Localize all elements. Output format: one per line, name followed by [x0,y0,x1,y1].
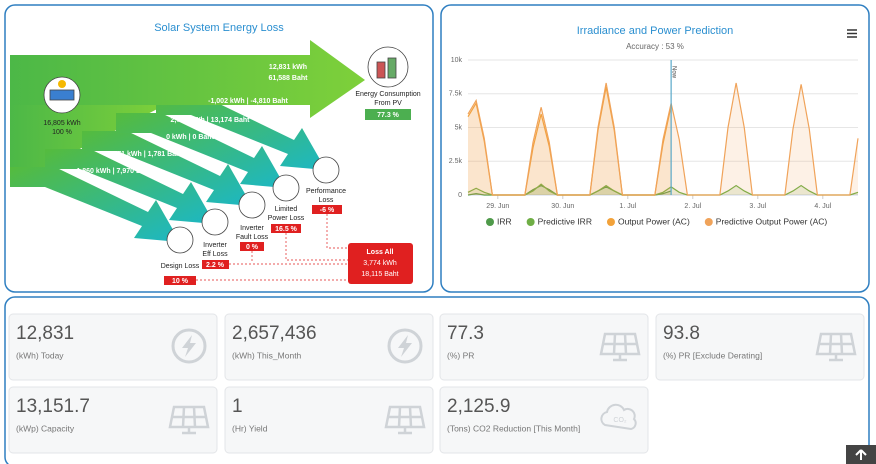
flow-label: 2,745 kWh | 13,174 Baht [171,117,251,124]
kpi-card [224,313,434,381]
loss-percent: 16.5 % [275,226,298,233]
legend-label: Predictive IRR [538,216,592,226]
loss-label: Loss [319,197,334,204]
panel [440,4,870,293]
legend-label: IRR [497,216,512,226]
sankey-flows [10,40,365,242]
kpi-card [655,313,865,381]
kpi-label: (%) PR [447,350,474,360]
consumption-label: From PV [374,100,402,107]
loss-label: Inverter [240,225,264,232]
loss-label: Power Loss [268,215,305,222]
x-tick-label: 30. Jun [551,203,574,210]
flow-label: 1,860 kWh | 7,970 Baht [76,168,152,175]
series-line [467,183,859,196]
consumption-energy: 12,831 kWh [269,64,307,71]
area-fill [468,82,858,195]
area-fill [468,87,672,195]
loss-percent: 2.2 % [206,262,225,269]
sankey-icons [43,46,409,254]
legend-label: Predictive Output Power (AC) [716,216,828,226]
flow-label: 371 kWh | 1,781 Baht [113,151,183,158]
kpi-value: 93.8 [663,323,700,344]
y-tick-label: 7.5k [449,91,463,98]
loss-label: Performance [306,188,346,195]
kpi-label: (kWh) Today [16,350,64,360]
kpi-card [439,313,649,381]
loss-label: Inverter [203,242,227,249]
badge [312,205,342,214]
scroll-top-icon [855,449,867,460]
loss-label: Fault Loss [236,234,269,241]
kpi-card [439,386,649,454]
legend-marker [486,218,494,226]
source-energy: 16,805 kWh [43,120,80,127]
menu-button[interactable] [847,29,857,38]
loss-label: Design Loss [161,263,200,270]
kpi-label: (Hr) Yield [232,423,268,433]
source-percent: 100 % [52,129,72,136]
loss-percent: 0 % [246,244,259,251]
loss-percent: 10 % [172,278,189,285]
consumption-percent: 77.3 % [377,112,400,119]
y-tick-label: 0 [458,192,462,199]
x-tick-label: 1. Jul [619,203,636,210]
consumption-baht: 61,588 Baht [269,75,309,82]
loss-all-title: Loss All [367,249,394,256]
loss-all-box [348,243,413,284]
kpi-value: 12,831 [16,323,74,344]
kpi-label: (Tons) CO2 Reduction [This Month] [447,423,580,433]
flow-label: -1,002 kWh | -4,810 Baht [208,98,288,105]
kpi-label: (kWp) Capacity [16,423,75,433]
legend-marker [526,218,535,226]
loss-connectors [196,214,348,281]
x-tick-label: 4. Jul [814,203,831,210]
badge [240,242,264,251]
panel-title: Solar System Energy Loss [154,22,284,34]
loss-label: Limited [275,206,298,213]
kpi-cards: 12,831 (kWh) Today 2,657,436 (kWh) This_Mon… [8,313,865,454]
y-tick-label: 10k [451,57,463,64]
badge [271,224,301,233]
legend-label: Output Power (AC) [618,216,690,226]
loss-percent: -6 % [320,207,335,214]
x-tick-label: 2. Jul [684,203,701,210]
y-tick-label: 5k [455,124,463,131]
kpi-card [8,313,218,381]
kpi-card [224,386,434,454]
legend-marker [606,218,615,226]
kpi-value: 1 [232,396,243,417]
legend-marker [704,218,713,226]
kpi-label: (%) PR [Exclude Derating] [663,350,762,360]
loss-label: Eff Loss [202,251,228,258]
plot: 0 2.5k 5k 7.5k 10k 29. Jun 30. Jun 1. Jul 2. Jul… [449,57,859,226]
y-tick-label: 2.5k [449,158,463,165]
badge [365,109,411,120]
now-label: Now [671,66,677,79]
kpi-value: 2,125.9 [447,396,510,417]
x-tick-label: 3. Jul [749,203,766,210]
chart-title: Irradiance and Power Prediction [577,25,734,37]
kpi-value: 77.3 [447,323,484,344]
x-tick-label: 29. Jun [486,203,509,210]
consumption-label: Energy Consumption [355,91,420,98]
loss-all-baht: 18,115 Baht [361,271,398,278]
kpi-card [8,386,218,454]
kpi-value: 13,151.7 [16,396,90,417]
series-line [467,82,859,196]
kpi-label: (kWh) This_Month [232,350,302,360]
flow-label: 0 kWh | 0 Baht [166,134,215,141]
panel [4,296,870,464]
loss-all-energy: 3,774 kWh [363,260,397,267]
kpi-value: 2,657,436 [232,323,317,344]
badge [164,276,196,285]
chart-subtitle: Accuracy : 53 % [626,42,684,51]
badge [202,260,229,269]
